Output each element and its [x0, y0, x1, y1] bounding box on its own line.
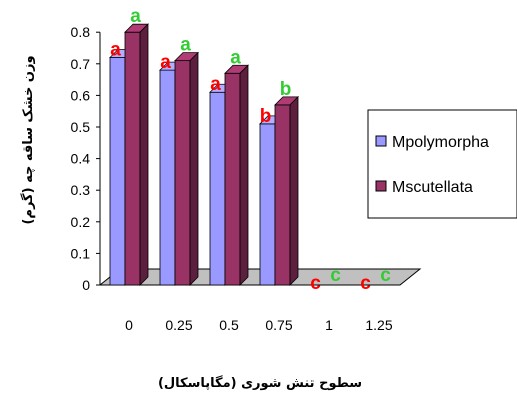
bar-front — [210, 92, 225, 285]
bar-side — [290, 97, 298, 285]
x-tick-label: 0 — [125, 317, 133, 333]
bar-mscutellata-0 — [125, 24, 148, 285]
y-tick-label: 0.4 — [71, 151, 91, 167]
significance-label-mpolymorpha-1: c — [310, 273, 321, 294]
bar-front — [225, 73, 240, 285]
bar-mscutellata-0.25 — [175, 53, 198, 285]
legend-label-mscutellata: Mscutellata — [392, 179, 473, 196]
y-tick-label: 0.8 — [71, 24, 91, 40]
y-axis: 0 0.1 0.2 0.3 0.4 0.5 0.6 0.7 0.8 — [71, 24, 100, 293]
legend-box — [368, 110, 517, 218]
y-tick-label: 0.6 — [71, 87, 91, 103]
y-axis-title: وزن خشک ساقه چه (گرم) — [20, 55, 36, 224]
bar-front — [260, 124, 275, 285]
bar-front — [110, 57, 125, 285]
y-tick-label: 0.7 — [71, 56, 91, 72]
x-tick-label: 0.75 — [265, 317, 292, 333]
significance-label-mscutellata-0.25: a — [180, 35, 191, 56]
y-tick-label: 0.2 — [71, 214, 91, 230]
significance-label-mscutellata-0.75: b — [280, 79, 292, 100]
legend-label-mpolymorpha: Mpolymorpha — [392, 134, 489, 151]
significance-label-mscutellata-1: c — [330, 265, 341, 286]
legend-swatch-mscutellata — [376, 181, 386, 191]
y-tick-label: 0.3 — [71, 182, 91, 198]
x-tick-label: 0.25 — [165, 317, 192, 333]
significance-label-mscutellata-0.5: a — [230, 47, 241, 68]
legend: Mpolymorpha Mscutellata — [368, 110, 517, 218]
bar-side — [140, 24, 148, 285]
bar-mscutellata-0.75 — [275, 97, 298, 285]
significance-label-mpolymorpha-0.5: a — [210, 74, 221, 95]
bar-front — [275, 105, 290, 285]
x-axis-title: سطوح تنش شوری (مگاپاسکال) — [158, 375, 362, 391]
legend-swatch-mpolymorpha — [376, 136, 386, 146]
y-tick-label: 0.5 — [71, 119, 91, 135]
y-tick-label: 0.1 — [71, 245, 91, 261]
significance-label-mpolymorpha-0.25: a — [160, 52, 171, 73]
bars — [110, 24, 298, 285]
bar-front — [175, 61, 190, 285]
significance-label-mpolymorpha-0.75: b — [260, 106, 272, 127]
x-tick-label: 0.5 — [219, 317, 239, 333]
bar-front — [160, 70, 175, 285]
significance-label-mpolymorpha-1.25: c — [360, 273, 371, 294]
significance-label-mpolymorpha-0: a — [110, 39, 121, 60]
bar-mscutellata-0.5 — [225, 65, 248, 285]
x-axis-tick-labels: 0 0.25 0.5 0.75 1 1.25 — [125, 317, 393, 333]
x-tick-label: 1 — [325, 317, 333, 333]
y-tick-label: 0 — [82, 277, 90, 293]
bar-side — [240, 65, 248, 285]
significance-label-mscutellata-0: a — [130, 6, 141, 27]
bar-side — [190, 53, 198, 285]
bar-front — [125, 32, 140, 285]
x-tick-label: 1.25 — [365, 317, 392, 333]
significance-label-mscutellata-1.25: c — [380, 265, 391, 286]
